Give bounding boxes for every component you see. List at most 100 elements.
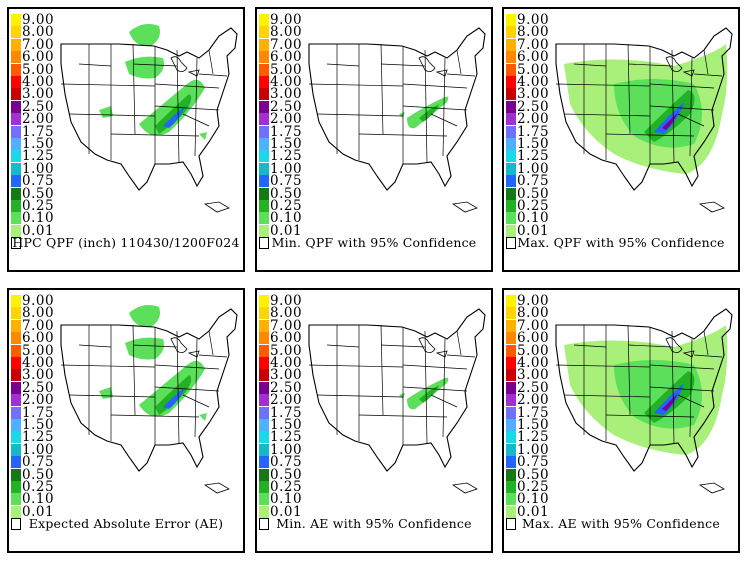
legend-swatch [506, 63, 516, 76]
legend-swatch [506, 518, 516, 531]
legend-label: 1.50 [270, 136, 303, 152]
legend-swatch [506, 88, 516, 101]
state-boundary [380, 324, 384, 416]
legend-swatch [259, 26, 269, 39]
precip-area [129, 305, 160, 328]
legend-label: 3.00 [22, 367, 55, 384]
legend-swatch [506, 38, 516, 51]
precip-area [399, 112, 405, 118]
legend-swatch [506, 187, 516, 200]
legend-label: 2.50 [22, 379, 55, 396]
state-boundary [176, 330, 180, 444]
legend-swatch [506, 125, 516, 138]
state-boundary [424, 330, 428, 444]
legend-label: 3.00 [22, 86, 55, 103]
state-boundary [208, 49, 214, 75]
legend-swatch [259, 456, 269, 469]
precip-map [308, 308, 486, 494]
state-boundary [110, 414, 200, 418]
legend-swatch [11, 468, 21, 481]
legend-label: 7.00 [517, 36, 550, 53]
state-boundary [198, 354, 228, 358]
legend-label: 3.00 [270, 367, 303, 384]
us-outline [555, 27, 733, 191]
legend-swatch [11, 125, 21, 138]
state-boundary [649, 83, 715, 89]
legend-swatch [506, 14, 516, 26]
legend-label: 3.00 [517, 86, 550, 103]
panel-max-ae: 9.00 8.00 7.00 6.00 5.00 4.00 3.00 2.50 2.00 1.75… [502, 288, 740, 553]
legend-swatch [11, 14, 21, 26]
precip-area [654, 383, 684, 415]
panel-ae: 9.00 8.00 7.00 6.00 5.00 4.00 3.00 2.50 2.00 1.75… [7, 288, 245, 553]
legend-label: 1.50 [22, 136, 55, 152]
legend-swatch [11, 175, 21, 188]
panel-caption: Min. QPF with 95% Confidence [271, 235, 477, 250]
legend-label: 2.50 [22, 98, 55, 115]
legend-swatch [259, 63, 269, 76]
us-outline [60, 308, 238, 472]
legend-label: 0.50 [22, 185, 55, 202]
state-boundary [627, 63, 673, 67]
legend-swatch [506, 493, 516, 506]
legend-label: 9.00 [270, 12, 303, 28]
precip-area [129, 24, 160, 47]
legend-swatch [259, 493, 269, 506]
legend-label: 0.10 [270, 491, 303, 508]
legend-label: 1.25 [270, 429, 303, 446]
legend-label: 9.00 [270, 293, 303, 309]
state-boundary [154, 83, 220, 89]
precip-area [163, 106, 185, 128]
legend-swatch [506, 295, 516, 307]
legend-label: 6.00 [270, 330, 303, 347]
legend-label: 4.00 [22, 74, 55, 90]
legend-label: 4.00 [22, 355, 55, 371]
great-lakes [170, 337, 200, 358]
legend-swatch [11, 493, 21, 506]
legend-label: 0.75 [270, 173, 303, 190]
legend-swatch [11, 200, 21, 212]
state-boundary [456, 49, 462, 75]
panel-qpf: 9.00 8.00 7.00 6.00 5.00 4.00 3.00 2.50 2.00 1.75… [7, 7, 245, 272]
legend-swatch [506, 344, 516, 357]
legend-swatch [506, 431, 516, 444]
legend-label: 0.10 [270, 210, 303, 227]
legend-label: 8.00 [22, 24, 55, 41]
legend-label: 7.00 [517, 317, 550, 334]
legend-label: 1.50 [517, 417, 550, 433]
state-boundary [693, 73, 723, 77]
legend-swatch [259, 162, 269, 175]
legend-label: 7.00 [22, 317, 55, 334]
panel-caption: HPC QPF (inch) 110430/1200F024 [12, 235, 240, 250]
legend-label: 8.00 [270, 305, 303, 322]
state-boundary [326, 344, 360, 348]
state-boundary [198, 73, 228, 77]
legend-label: 4.00 [270, 74, 303, 90]
precip-map [555, 308, 733, 494]
precip-area [614, 79, 702, 148]
state-boundary [308, 83, 404, 87]
panel-min-ae: 9.00 8.00 7.00 6.00 5.00 4.00 3.00 2.50 2.00 1.75… [255, 288, 493, 553]
legend-label: 0.25 [22, 198, 55, 214]
legend-label: 8.00 [270, 24, 303, 41]
legend-swatch [259, 518, 269, 531]
legend-swatch [11, 162, 21, 175]
panel-caption: Max. AE with 95% Confidence [522, 516, 720, 531]
state-boundary [703, 330, 709, 356]
state-boundary [573, 344, 607, 348]
legend-label: 0.50 [517, 466, 550, 483]
legend-label: 0.25 [517, 198, 550, 214]
legend-swatch [11, 406, 21, 419]
legend-swatch [11, 237, 21, 250]
state-boundary [308, 364, 404, 368]
legend-label: 5.00 [270, 342, 303, 359]
state-boundary [446, 354, 476, 358]
legend-swatch [11, 51, 21, 64]
state-boundary [402, 83, 468, 89]
legend-label: 0.01 [517, 503, 550, 520]
state-boundary [182, 394, 210, 408]
legend-label: 3.00 [517, 367, 550, 384]
caribbean-islands [698, 201, 725, 213]
state-boundary [132, 43, 136, 135]
legend-label: 2.50 [270, 98, 303, 115]
